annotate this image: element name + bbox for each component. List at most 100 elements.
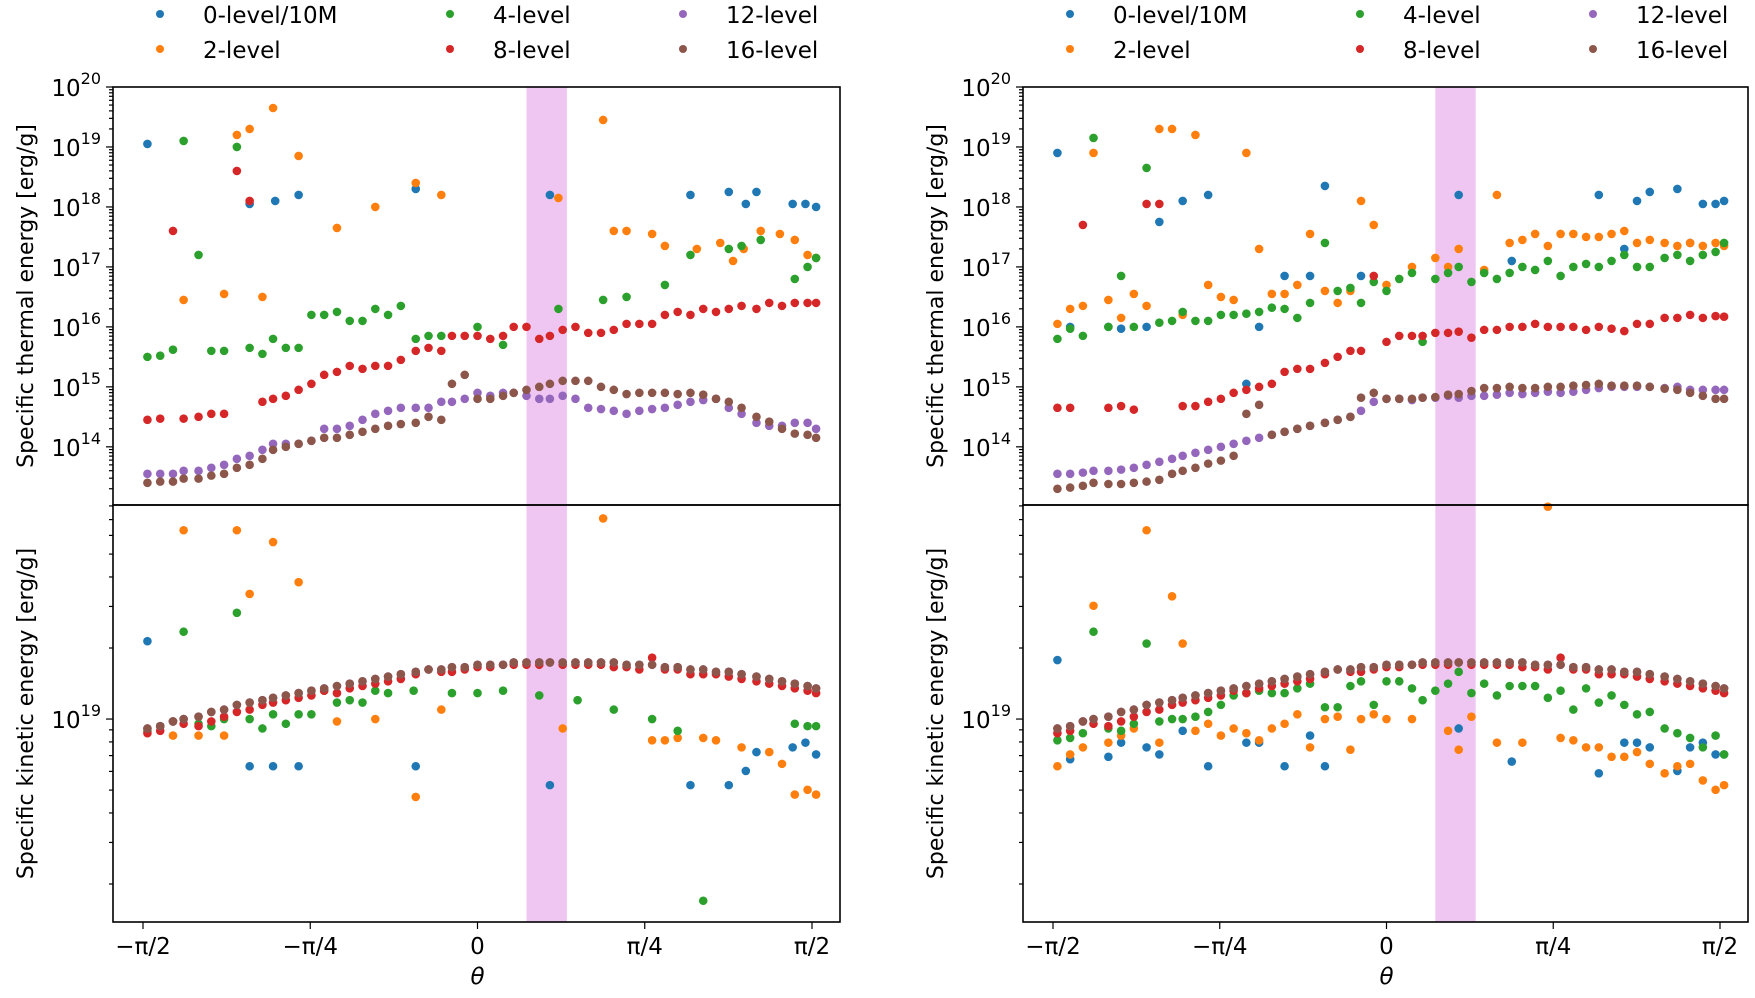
data-point: [635, 319, 644, 329]
data-point: [724, 187, 734, 197]
data-point: [294, 439, 303, 449]
data-point: [1454, 327, 1463, 336]
data-point: [1203, 445, 1213, 455]
data-point: [1142, 707, 1151, 717]
data-point: [332, 681, 342, 691]
data-point: [1581, 743, 1591, 752]
data-point: [1229, 310, 1238, 320]
data-point: [473, 388, 482, 398]
data-point: [1619, 381, 1629, 390]
data-point: [1543, 256, 1553, 266]
data-point: [1280, 761, 1289, 771]
data-point: [1178, 401, 1187, 411]
data-point: [1053, 334, 1062, 344]
data-point: [1267, 688, 1277, 698]
data-point: [370, 304, 380, 314]
x-tick-label: π/2: [794, 934, 830, 960]
data-point: [1065, 403, 1075, 413]
data-point: [1155, 217, 1164, 227]
data-point: [647, 660, 657, 670]
data-point: [803, 785, 812, 795]
data-point: [1065, 469, 1075, 479]
data-point: [1178, 451, 1187, 461]
data-point: [1645, 743, 1655, 752]
data-point: [1443, 658, 1453, 667]
data-point: [647, 229, 657, 239]
data-point: [1356, 271, 1366, 281]
data-point: [1104, 466, 1113, 476]
y-axis-label: Specific thermal energy [erg/g]: [14, 124, 39, 468]
data-point: [509, 388, 519, 398]
data-point: [473, 660, 482, 670]
data-point: [281, 719, 291, 729]
data-point: [1479, 325, 1489, 335]
legend-label: 12-level: [1636, 3, 1728, 29]
data-point: [168, 717, 178, 726]
data-point: [790, 418, 800, 428]
data-point: [358, 316, 367, 326]
data-point: [1698, 250, 1708, 260]
data-point: [1242, 409, 1251, 419]
data-point: [1229, 684, 1238, 693]
data-point: [1369, 220, 1379, 230]
data-point: [1167, 454, 1177, 464]
subplot-thermal: 1014 1015 1016 1017 1018 1019 1020 Specific the…: [924, 69, 1729, 494]
data-point: [219, 289, 229, 299]
data-point: [194, 474, 203, 483]
data-point: [1619, 700, 1629, 710]
legend-label: 0-level/10M: [1113, 3, 1248, 29]
data-point: [534, 394, 544, 404]
data-point: [1492, 738, 1502, 747]
data-point: [1333, 665, 1342, 674]
data-point: [436, 397, 446, 407]
data-point: [1645, 319, 1655, 329]
data-point: [1178, 639, 1187, 648]
data-point: [1594, 190, 1604, 200]
data-point: [558, 391, 567, 401]
data-point: [686, 250, 695, 260]
data-point: [647, 735, 657, 745]
data-point: [1216, 700, 1226, 710]
data-point: [1569, 322, 1578, 332]
y-tick-label: 1017: [51, 249, 101, 282]
data-point: [179, 525, 188, 535]
data-point: [1155, 750, 1164, 759]
data-point: [1356, 714, 1366, 724]
data-point: [509, 322, 519, 332]
data-point: [1431, 392, 1440, 402]
data-point: [447, 688, 457, 698]
data-point: [1142, 743, 1151, 752]
data-point: [1505, 238, 1514, 248]
data-point: [447, 379, 457, 389]
legend-marker: [156, 10, 164, 18]
data-point: [1543, 382, 1553, 392]
data-point: [143, 478, 152, 488]
data-point: [1518, 383, 1527, 393]
data-point: [1645, 707, 1655, 717]
data-point: [673, 400, 682, 410]
data-point: [647, 388, 657, 398]
data-point: [358, 698, 367, 707]
data-point: [1569, 705, 1578, 714]
data-point: [232, 700, 242, 710]
data-point: [207, 346, 216, 356]
data-point: [168, 477, 178, 486]
data-point: [698, 304, 708, 314]
data-point: [1369, 388, 1379, 398]
data-point: [1280, 427, 1289, 437]
data-point: [1305, 229, 1315, 239]
data-point: [1369, 700, 1379, 710]
data-point: [596, 328, 606, 338]
data-point: [1178, 693, 1187, 703]
data-point: [598, 514, 608, 523]
data-point: [358, 364, 367, 374]
data-point: [1155, 717, 1164, 726]
data-point: [1645, 669, 1655, 679]
data-point: [1356, 346, 1366, 356]
data-point: [1394, 331, 1404, 341]
x-tick-label: −π/4: [1192, 934, 1248, 960]
data-point: [1078, 717, 1088, 726]
data-point: [1719, 196, 1729, 206]
data-point: [698, 390, 708, 399]
data-point: [660, 403, 670, 413]
